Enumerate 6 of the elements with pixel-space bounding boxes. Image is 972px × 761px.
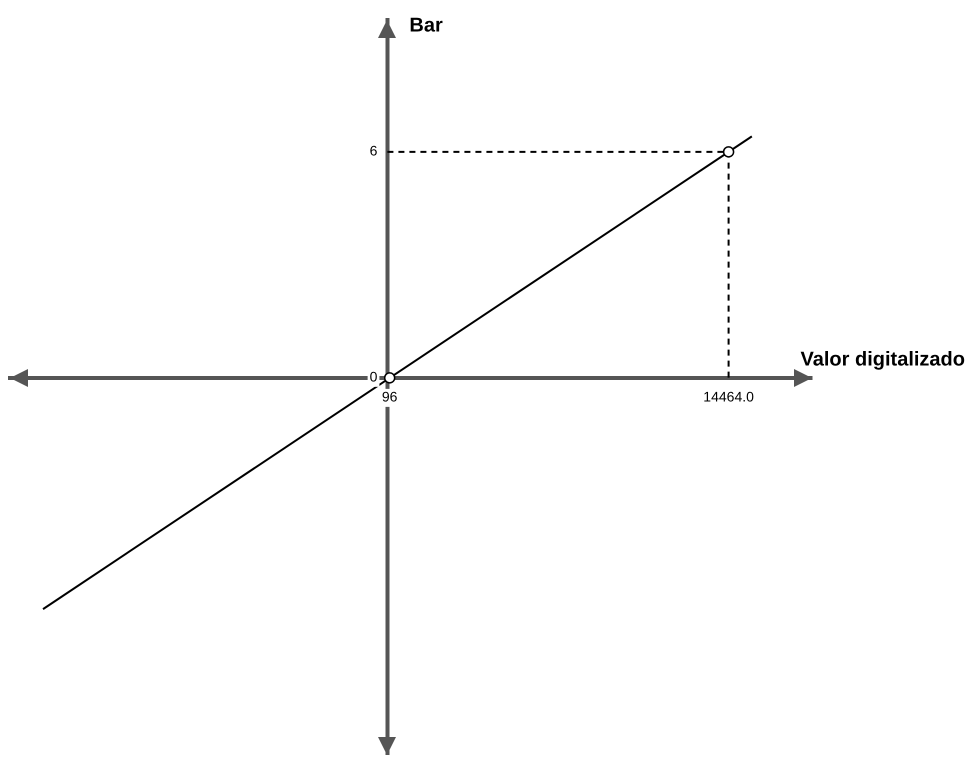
- y-tick-label: 0: [370, 368, 378, 385]
- x-tick-label: 14464.0: [703, 388, 754, 405]
- x-axis-title: Valor digitalizado: [800, 348, 965, 370]
- x-tick-label: 96: [382, 388, 398, 405]
- y-axis-title: Bar: [409, 14, 443, 37]
- y-tick-label: 6: [370, 142, 378, 159]
